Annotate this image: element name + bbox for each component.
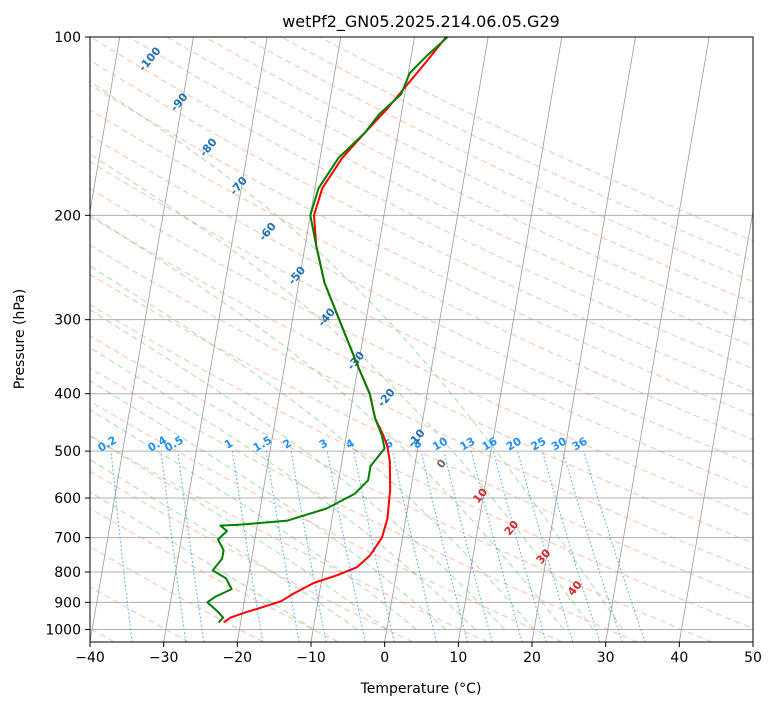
mixing-ratio-line bbox=[392, 450, 437, 642]
dry-adiabat bbox=[90, 400, 563, 642]
plot-frame bbox=[89, 36, 754, 643]
x-tick-label: 0 bbox=[380, 650, 389, 666]
y-tick-label: 100 bbox=[54, 30, 81, 46]
moist-adiabat bbox=[90, 80, 623, 630]
background-lines bbox=[90, 37, 753, 642]
mixing-ratio-line bbox=[562, 450, 623, 642]
mixing-ratio-line bbox=[492, 450, 547, 642]
dry-adiabat bbox=[90, 470, 414, 642]
chart-title: wetPf2_GN05.2025.214.06.05.G29 bbox=[282, 12, 560, 32]
x-axis-label: Temperature (°C) bbox=[360, 681, 482, 697]
isotherm-gridline bbox=[384, 37, 489, 642]
y-tick-label: 600 bbox=[54, 491, 81, 507]
dry-adiabat bbox=[90, 84, 753, 416]
mixing-ratio-line bbox=[541, 450, 601, 642]
mixing-ratio-line bbox=[470, 450, 523, 642]
dry-adiabat bbox=[90, 215, 753, 544]
y-axis-ticks: 100 200 300 400 500 600 700 800 900 1000 bbox=[45, 30, 90, 638]
dry-adiabat bbox=[128, 37, 753, 347]
mixing-ratio-line bbox=[443, 450, 493, 642]
mixing-ratio-line bbox=[110, 451, 133, 642]
temperature-trace bbox=[223, 37, 447, 624]
y-tick-label: 700 bbox=[54, 531, 81, 547]
mixing-ratio-line bbox=[583, 450, 646, 642]
x-tick-label: −10 bbox=[296, 650, 326, 666]
moist-adiabat bbox=[90, 265, 535, 630]
x-tick-label: 20 bbox=[523, 650, 541, 666]
x-tick-label: 40 bbox=[670, 650, 688, 666]
x-tick-label: 50 bbox=[744, 650, 762, 666]
isotherm-gridline bbox=[678, 208, 753, 642]
y-axis-label: Pressure (hPa) bbox=[12, 289, 28, 389]
moist-adiabat bbox=[90, 347, 476, 630]
x-tick-label: −30 bbox=[149, 650, 179, 666]
isotherm-gridline bbox=[163, 37, 268, 642]
dry-adiabat bbox=[90, 435, 488, 642]
mixing-ratio-line bbox=[420, 450, 468, 642]
y-tick-label: 800 bbox=[54, 565, 81, 581]
dry-adiabat bbox=[90, 59, 753, 393]
isotherm-gridline bbox=[457, 37, 563, 642]
x-axis-ticks: −40 −30 −20 −10 0 10 20 30 40 50 bbox=[75, 642, 762, 666]
moist-adiabat bbox=[90, 153, 594, 630]
dry-adiabat bbox=[90, 244, 753, 572]
x-tick-label: −40 bbox=[75, 650, 105, 666]
isotherm-gridline bbox=[752, 639, 753, 642]
dry-adiabat bbox=[90, 273, 753, 600]
dry-adiabat bbox=[90, 134, 753, 466]
x-tick-label: −20 bbox=[223, 650, 253, 666]
isotherm-gridline bbox=[90, 37, 121, 214]
dry-adiabat bbox=[90, 507, 339, 642]
mixing-ratio-line bbox=[160, 451, 187, 642]
isotherm-gridline bbox=[531, 37, 636, 642]
mixing-ratio-line bbox=[326, 451, 366, 642]
mixing-ratio-line bbox=[177, 451, 205, 642]
mixing-ratio-line bbox=[517, 450, 574, 642]
x-tick-label: 10 bbox=[449, 650, 467, 666]
x-tick-label: 30 bbox=[597, 650, 615, 666]
moist-adiabat bbox=[90, 214, 564, 630]
y-tick-label: 900 bbox=[54, 595, 81, 611]
mixing-ratio-line bbox=[290, 451, 327, 642]
y-tick-label: 300 bbox=[54, 313, 81, 329]
mixing-ratio-line bbox=[353, 451, 395, 642]
y-tick-label: 1000 bbox=[45, 622, 81, 638]
dewpoint-trace bbox=[206, 37, 449, 624]
dry-adiabat bbox=[90, 188, 753, 517]
dry-adiabat bbox=[90, 367, 638, 642]
y-tick-label: 400 bbox=[54, 387, 81, 403]
dry-adiabat bbox=[90, 304, 753, 630]
dry-adiabat bbox=[166, 37, 753, 325]
profile-traces bbox=[206, 37, 449, 624]
moist-adiabat bbox=[90, 459, 358, 630]
isotherm-gridline bbox=[90, 37, 194, 642]
y-tick-label: 500 bbox=[54, 444, 81, 460]
y-tick-label: 200 bbox=[54, 208, 81, 224]
moist-adiabat bbox=[90, 435, 388, 630]
dry-adiabat bbox=[90, 161, 753, 491]
isotherm-gridline bbox=[605, 37, 710, 642]
moist-adiabat bbox=[90, 380, 447, 630]
isotherm-gridline bbox=[236, 37, 342, 642]
plot-background bbox=[90, 37, 753, 642]
